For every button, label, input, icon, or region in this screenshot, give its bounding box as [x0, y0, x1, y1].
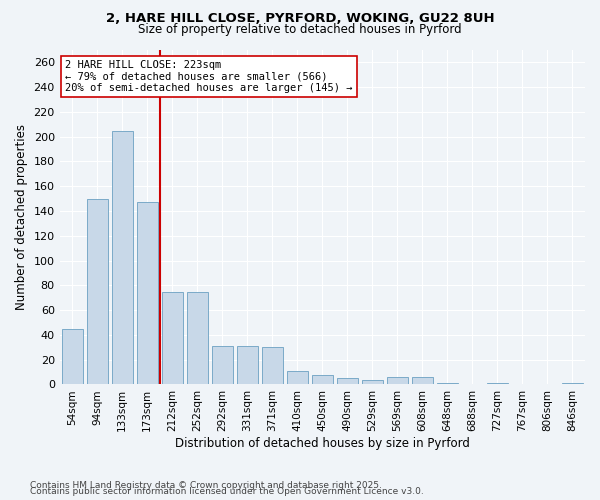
Bar — [137, 202, 158, 384]
Bar — [437, 383, 458, 384]
Text: 2 HARE HILL CLOSE: 223sqm
← 79% of detached houses are smaller (566)
20% of semi: 2 HARE HILL CLOSE: 223sqm ← 79% of detac… — [65, 60, 352, 93]
Bar — [262, 348, 283, 385]
Y-axis label: Number of detached properties: Number of detached properties — [15, 124, 28, 310]
X-axis label: Distribution of detached houses by size in Pyrford: Distribution of detached houses by size … — [175, 437, 470, 450]
Bar — [161, 292, 183, 384]
Text: Size of property relative to detached houses in Pyrford: Size of property relative to detached ho… — [138, 22, 462, 36]
Bar — [562, 383, 583, 384]
Text: Contains HM Land Registry data © Crown copyright and database right 2025.: Contains HM Land Registry data © Crown c… — [30, 481, 382, 490]
Bar — [86, 198, 108, 384]
Bar — [312, 374, 333, 384]
Bar — [62, 328, 83, 384]
Bar — [337, 378, 358, 384]
Bar — [412, 377, 433, 384]
Bar — [387, 377, 408, 384]
Bar — [236, 346, 258, 385]
Bar — [187, 292, 208, 384]
Text: Contains public sector information licensed under the Open Government Licence v3: Contains public sector information licen… — [30, 487, 424, 496]
Bar — [487, 383, 508, 384]
Text: 2, HARE HILL CLOSE, PYRFORD, WOKING, GU22 8UH: 2, HARE HILL CLOSE, PYRFORD, WOKING, GU2… — [106, 12, 494, 26]
Bar — [362, 380, 383, 384]
Bar — [287, 371, 308, 384]
Bar — [112, 130, 133, 384]
Bar — [212, 346, 233, 385]
